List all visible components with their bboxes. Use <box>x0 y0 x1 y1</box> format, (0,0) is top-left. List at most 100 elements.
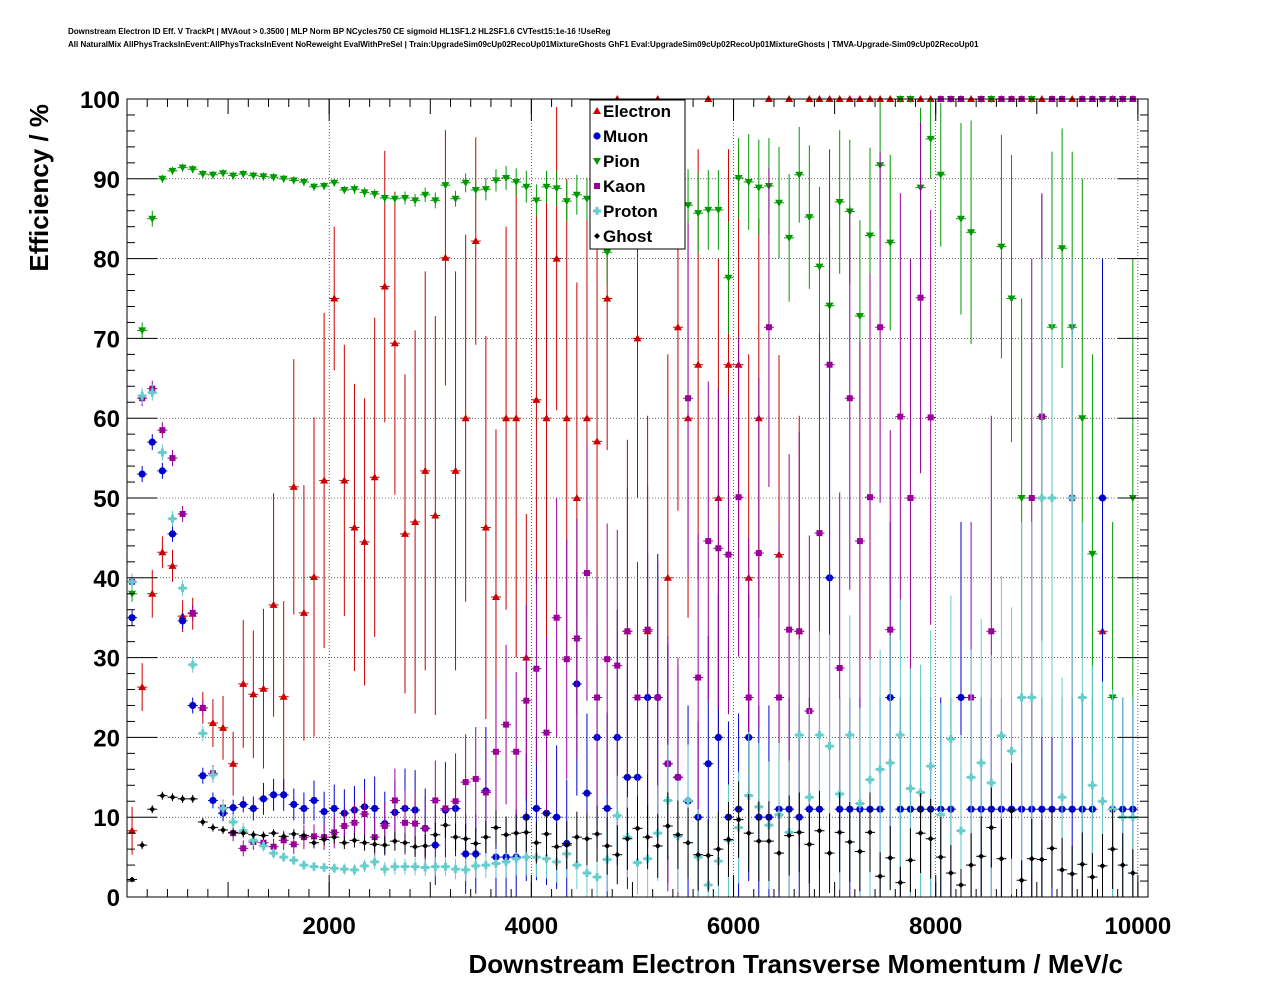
data-point <box>1017 693 1026 702</box>
data-point <box>350 523 359 531</box>
data-point <box>208 719 217 727</box>
data-point <box>351 837 358 844</box>
data-point <box>381 842 388 849</box>
data-point <box>542 414 551 422</box>
data-point <box>805 214 814 222</box>
data-point <box>310 183 319 191</box>
data-point <box>1007 746 1016 755</box>
data-point <box>390 339 399 347</box>
data-point <box>594 694 601 701</box>
data-point <box>411 517 420 525</box>
data-point <box>390 195 399 203</box>
data-point <box>663 573 672 581</box>
data-point <box>897 413 904 420</box>
data-point <box>1088 550 1097 558</box>
data-point <box>826 361 833 368</box>
data-point <box>491 592 500 600</box>
data-point <box>936 810 945 819</box>
data-point <box>987 778 996 787</box>
data-point <box>978 853 985 860</box>
data-point <box>522 183 531 191</box>
data-point <box>1068 805 1076 813</box>
data-point <box>856 538 863 545</box>
data-point <box>532 197 541 205</box>
data-point <box>471 861 480 870</box>
data-point <box>977 758 986 767</box>
data-point <box>400 529 409 537</box>
data-point <box>340 865 349 874</box>
data-point <box>279 692 288 700</box>
data-point <box>988 824 995 831</box>
data-point <box>219 723 228 731</box>
data-point <box>967 773 976 782</box>
data-point <box>836 829 843 836</box>
axis-ticks: 2000 4000 6000 8000 10000 0 10 20 30 40 50 60 70 80 90… <box>80 87 1171 940</box>
data-point <box>634 694 641 701</box>
data-point <box>199 772 207 780</box>
data-point <box>533 839 540 846</box>
data-point <box>724 360 733 368</box>
data-point <box>603 294 612 302</box>
data-point <box>633 858 642 867</box>
data-point <box>310 573 319 581</box>
data-point <box>1027 693 1036 702</box>
data-point <box>401 839 408 846</box>
data-point <box>744 178 753 186</box>
data-point <box>380 865 389 874</box>
data-point <box>845 731 854 740</box>
legend-marker <box>593 207 601 215</box>
data-point <box>917 830 924 837</box>
data-point <box>189 609 196 616</box>
data-point <box>462 850 470 858</box>
data-point <box>927 414 934 421</box>
data-point <box>400 862 409 871</box>
data-point <box>1018 877 1025 884</box>
y-tick-label: 20 <box>93 725 120 752</box>
data-point <box>341 839 348 846</box>
data-point <box>321 836 328 843</box>
data-point <box>552 254 561 262</box>
data-point <box>947 870 954 877</box>
data-point <box>138 327 147 335</box>
data-point <box>542 854 551 863</box>
data-point <box>481 861 490 870</box>
data-point <box>836 664 843 671</box>
y-tick-label: 60 <box>93 406 120 433</box>
data-point <box>906 784 915 793</box>
data-point <box>926 762 935 771</box>
data-point <box>138 470 146 478</box>
series-muon <box>127 258 1138 897</box>
data-point <box>956 215 965 223</box>
data-point <box>896 731 905 740</box>
data-point <box>704 760 712 768</box>
y-tick-label: 90 <box>93 167 120 194</box>
data-point <box>351 819 358 826</box>
data-point <box>209 824 216 831</box>
data-point <box>795 731 804 740</box>
data-point <box>785 234 794 242</box>
data-point <box>341 822 348 829</box>
data-point <box>481 523 490 531</box>
data-point <box>573 635 580 642</box>
data-point <box>169 794 176 801</box>
data-point <box>1099 862 1106 869</box>
legend-entry: Kaon <box>603 177 646 196</box>
data-point <box>593 873 602 882</box>
data-point <box>855 799 864 808</box>
data-point <box>562 414 571 422</box>
header-line-2: All NaturalMix AllPhysTracksInEvent:AllP… <box>68 40 979 49</box>
data-point <box>916 788 925 797</box>
data-point <box>158 467 166 475</box>
data-point <box>208 770 217 779</box>
data-point <box>380 282 389 290</box>
data-point <box>461 865 470 874</box>
data-point <box>633 334 642 342</box>
y-tick-label: 10 <box>93 805 120 832</box>
data-point <box>361 839 368 846</box>
data-point <box>168 530 177 538</box>
data-point <box>937 854 944 861</box>
data-point <box>1007 295 1016 303</box>
data-point <box>877 324 884 331</box>
data-point <box>360 537 369 545</box>
